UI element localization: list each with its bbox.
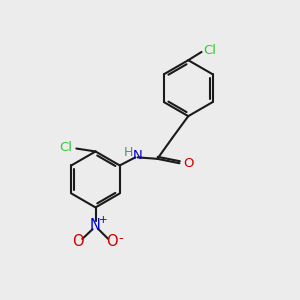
Text: O: O xyxy=(72,234,84,249)
Text: N: N xyxy=(133,149,142,162)
Text: O: O xyxy=(183,157,194,170)
Text: O: O xyxy=(106,234,118,249)
Text: Cl: Cl xyxy=(59,141,72,154)
Text: +: + xyxy=(99,215,107,225)
Text: N: N xyxy=(90,218,101,233)
Text: -: - xyxy=(118,232,123,245)
Text: Cl: Cl xyxy=(203,44,216,57)
Text: H: H xyxy=(124,146,134,159)
